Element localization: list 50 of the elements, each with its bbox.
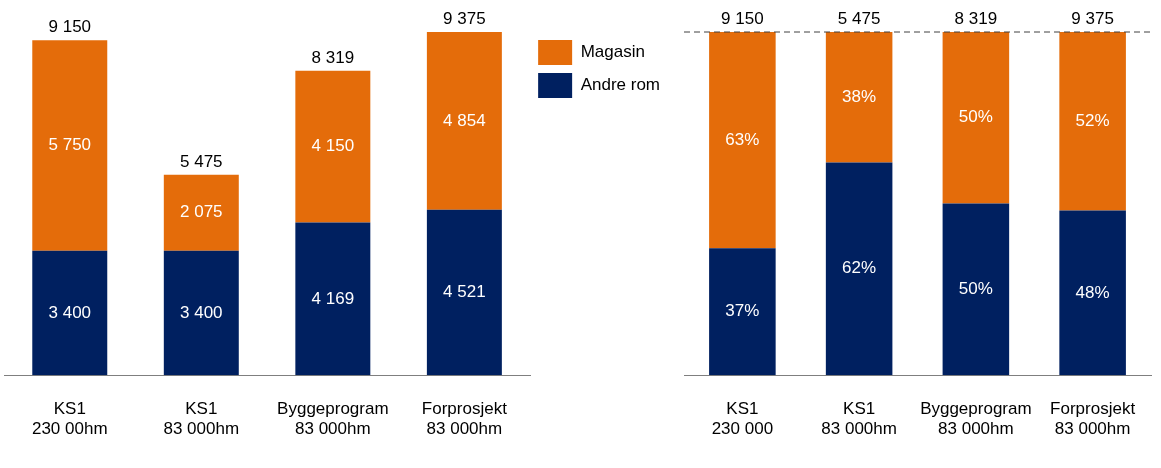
annotation: 9 375 bbox=[1071, 9, 1114, 29]
bar bbox=[1059, 32, 1126, 211]
annotation: 5 475 bbox=[837, 9, 881, 29]
x-tick-label: KS1 83 000hm bbox=[821, 399, 897, 439]
bar bbox=[709, 248, 776, 376]
data-label: 2 075 bbox=[180, 202, 223, 222]
data-label: 48% bbox=[1075, 282, 1110, 302]
data-label: 3 400 bbox=[48, 302, 92, 322]
data-label: 50% bbox=[958, 279, 993, 299]
data-label: 50% bbox=[958, 107, 993, 127]
total-label: 9 375 bbox=[443, 9, 486, 29]
bar bbox=[942, 32, 1010, 204]
data-label: 4 150 bbox=[311, 136, 355, 156]
data-label: 63% bbox=[725, 129, 760, 149]
data-label: 4 169 bbox=[311, 288, 355, 308]
x-tick-label: KS1 230 000 bbox=[711, 399, 774, 439]
data-label: 52% bbox=[1075, 110, 1110, 130]
data-label: 5 750 bbox=[48, 135, 92, 155]
x-tick-label: Byggeprogram 83 000hm bbox=[277, 399, 389, 439]
data-label: 38% bbox=[842, 86, 877, 106]
bar bbox=[942, 203, 1010, 376]
bar bbox=[32, 250, 108, 376]
bar bbox=[709, 32, 776, 249]
annotation: 8 319 bbox=[954, 9, 998, 29]
data-label: 3 400 bbox=[180, 302, 223, 322]
data-label: 62% bbox=[842, 258, 877, 278]
bar bbox=[426, 32, 502, 210]
bar bbox=[295, 70, 371, 223]
data-label: 4 521 bbox=[443, 282, 486, 302]
legend-label: Magasin bbox=[580, 42, 645, 62]
x-tick-label: KS1 230 00hm bbox=[31, 399, 108, 439]
bar bbox=[295, 222, 371, 376]
x-tick-label: Forprosjekt 83 000hm bbox=[1050, 399, 1136, 439]
total-label: 8 319 bbox=[311, 47, 355, 67]
total-label: 5 475 bbox=[180, 151, 223, 171]
bar bbox=[1059, 210, 1126, 376]
bar bbox=[426, 209, 502, 376]
bar bbox=[32, 40, 108, 251]
total-label: 9 150 bbox=[48, 17, 92, 37]
bar bbox=[163, 250, 239, 376]
bar bbox=[825, 162, 893, 376]
x-tick-label: Forprosjekt 83 000hm bbox=[421, 399, 508, 439]
legend-label: Andre rom bbox=[580, 75, 661, 95]
data-label: 37% bbox=[725, 301, 760, 321]
annotation: 9 150 bbox=[721, 9, 764, 29]
bar bbox=[163, 174, 239, 251]
x-tick-label: KS1 83 000hm bbox=[163, 399, 240, 439]
data-label: 4 854 bbox=[443, 110, 486, 130]
x-tick-label: Byggeprogram 83 000hm bbox=[920, 399, 1032, 439]
bar bbox=[825, 32, 893, 163]
